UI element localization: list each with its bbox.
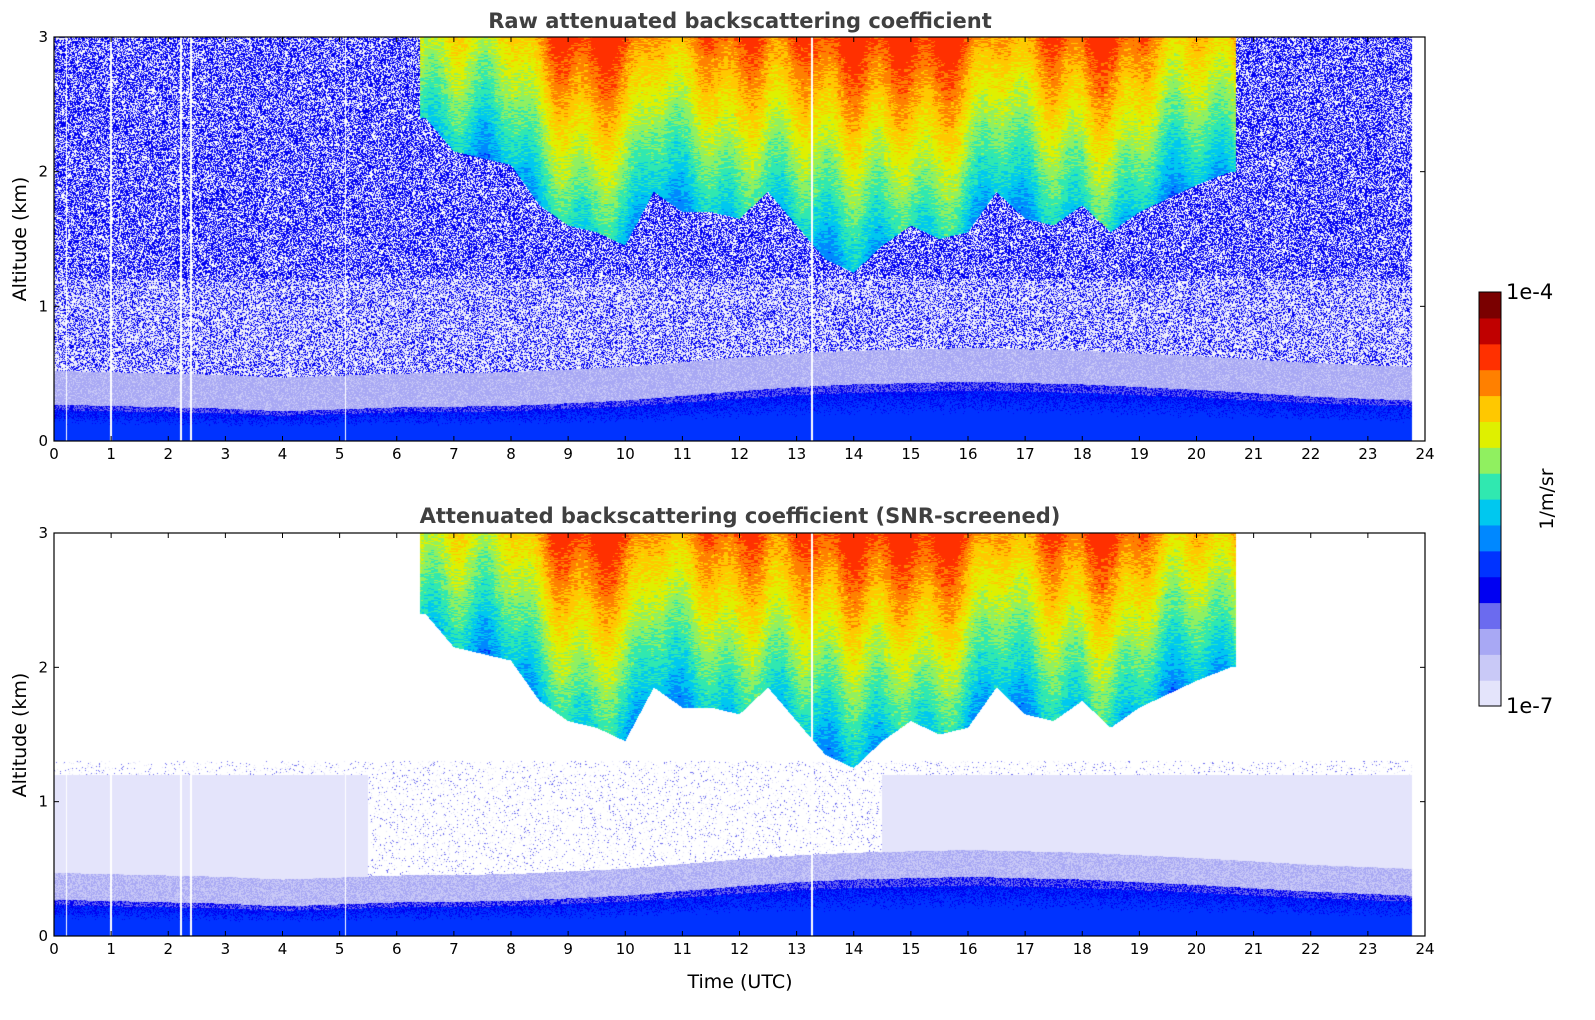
x-tick-label: 1 xyxy=(106,940,116,958)
x-tick-label: 18 xyxy=(1073,445,1092,463)
x-tick-label: 2 xyxy=(163,445,173,463)
x-tick-label: 24 xyxy=(1415,940,1434,958)
colorbar: 1e-4 1e-7 1/m/sr xyxy=(1478,280,1558,718)
colorbar-step xyxy=(1479,499,1501,526)
x-tick-label: 5 xyxy=(335,940,345,958)
colorbar-step xyxy=(1479,680,1501,707)
x-tick-label: 10 xyxy=(616,445,635,463)
x-tick-label: 3 xyxy=(221,940,231,958)
x-tick-label: 7 xyxy=(449,940,459,958)
axis-ticks: 0 1 2 3 4 5 6 7 8 9 10 11 12 13 14 15 16 17 18 19 20 21 22 23 24… xyxy=(38,28,1434,463)
x-tick-label: 16 xyxy=(958,445,977,463)
x-tick-label: 4 xyxy=(278,940,288,958)
axis-ticks: 0 1 2 3 4 5 6 7 8 9 10 11 12 13 14 15 16 17 18 19 20 21 22 23 24… xyxy=(38,524,1434,958)
colorbar-step xyxy=(1479,628,1501,655)
colorbar-step xyxy=(1479,317,1501,345)
x-tick-label: 14 xyxy=(844,940,863,958)
x-tick-label: 9 xyxy=(563,940,573,958)
y-tick-label: 0 xyxy=(38,927,48,945)
colorbar-step xyxy=(1479,292,1501,319)
y-tick-label: 2 xyxy=(38,163,48,181)
x-tick-label: 17 xyxy=(1016,445,1035,463)
panel-title: Raw attenuated backscattering coefficien… xyxy=(488,9,992,33)
x-tick-label: 4 xyxy=(278,445,288,463)
x-tick-label: 23 xyxy=(1358,940,1377,958)
x-tick-label: 23 xyxy=(1358,445,1377,463)
x-tick-label: 20 xyxy=(1187,940,1206,958)
x-tick-label: 24 xyxy=(1415,445,1434,463)
y-tick-label: 1 xyxy=(38,297,48,315)
backscatter-heatmap xyxy=(54,37,1425,441)
colorbar-step xyxy=(1479,524,1501,552)
x-tick-label: 9 xyxy=(563,445,573,463)
colorbar-frame xyxy=(1478,291,1502,707)
x-tick-label: 19 xyxy=(1130,445,1149,463)
colorbar-step xyxy=(1479,447,1501,474)
colorbar-max-label: 1e-4 xyxy=(1506,280,1553,304)
y-tick-label: 3 xyxy=(38,524,48,542)
x-tick-label: 2 xyxy=(163,940,173,958)
x-tick-label: 6 xyxy=(392,940,402,958)
x-tick-label: 19 xyxy=(1130,940,1149,958)
colorbar-step xyxy=(1479,602,1501,629)
x-tick-label: 10 xyxy=(616,940,635,958)
x-tick-label: 12 xyxy=(730,940,749,958)
x-tick-label: 1 xyxy=(106,445,116,463)
x-tick-label: 21 xyxy=(1244,940,1263,958)
x-tick-label: 0 xyxy=(49,940,59,958)
colorbar-step xyxy=(1479,550,1501,578)
x-tick-label: 5 xyxy=(335,445,345,463)
x-tick-label: 0 xyxy=(49,445,59,463)
x-tick-label: 21 xyxy=(1244,445,1263,463)
x-tick-label: 13 xyxy=(787,940,806,958)
colorbar-step xyxy=(1479,473,1501,500)
y-tick-label: 3 xyxy=(38,28,48,46)
colorbar-step xyxy=(1479,654,1501,681)
y-tick-label: 1 xyxy=(38,793,48,811)
colorbar-step xyxy=(1479,576,1501,604)
x-tick-label: 14 xyxy=(844,445,863,463)
raw-backscatter-panel: Raw attenuated backscattering coefficien… xyxy=(9,9,1435,463)
x-tick-label: 15 xyxy=(901,940,920,958)
x-tick-label: 11 xyxy=(673,445,692,463)
x-tick-label: 22 xyxy=(1301,940,1320,958)
x-tick-label: 18 xyxy=(1073,940,1092,958)
y-axis-label: Altitude (km) xyxy=(9,673,31,798)
x-tick-label: 20 xyxy=(1187,445,1206,463)
x-tick-label: 8 xyxy=(506,940,516,958)
panel-title: Attenuated backscattering coefficient (S… xyxy=(420,504,1061,528)
x-tick-label: 11 xyxy=(673,940,692,958)
x-tick-label: 15 xyxy=(901,445,920,463)
x-axis-label: Time (UTC) xyxy=(686,971,792,993)
y-axis-label: Altitude (km) xyxy=(9,177,31,302)
colorbar-unit-label: 1/m/sr xyxy=(1536,468,1558,529)
colorbar-min-label: 1e-7 xyxy=(1506,694,1553,718)
x-tick-label: 13 xyxy=(787,445,806,463)
x-tick-label: 22 xyxy=(1301,445,1320,463)
colorbar-step xyxy=(1479,395,1501,422)
x-tick-label: 17 xyxy=(1016,940,1035,958)
x-tick-label: 8 xyxy=(506,445,516,463)
x-tick-label: 12 xyxy=(730,445,749,463)
x-tick-label: 3 xyxy=(221,445,231,463)
colorbar-step xyxy=(1479,343,1501,371)
screened-backscatter-panel: Attenuated backscattering coefficient (S… xyxy=(9,504,1435,993)
colorbar-step xyxy=(1479,421,1501,448)
y-tick-label: 0 xyxy=(38,432,48,450)
colorbar-step xyxy=(1479,369,1501,397)
x-tick-label: 7 xyxy=(449,445,459,463)
x-tick-label: 6 xyxy=(392,445,402,463)
x-tick-label: 16 xyxy=(958,940,977,958)
backscatter-heatmap xyxy=(54,533,1425,936)
y-tick-label: 2 xyxy=(38,658,48,676)
